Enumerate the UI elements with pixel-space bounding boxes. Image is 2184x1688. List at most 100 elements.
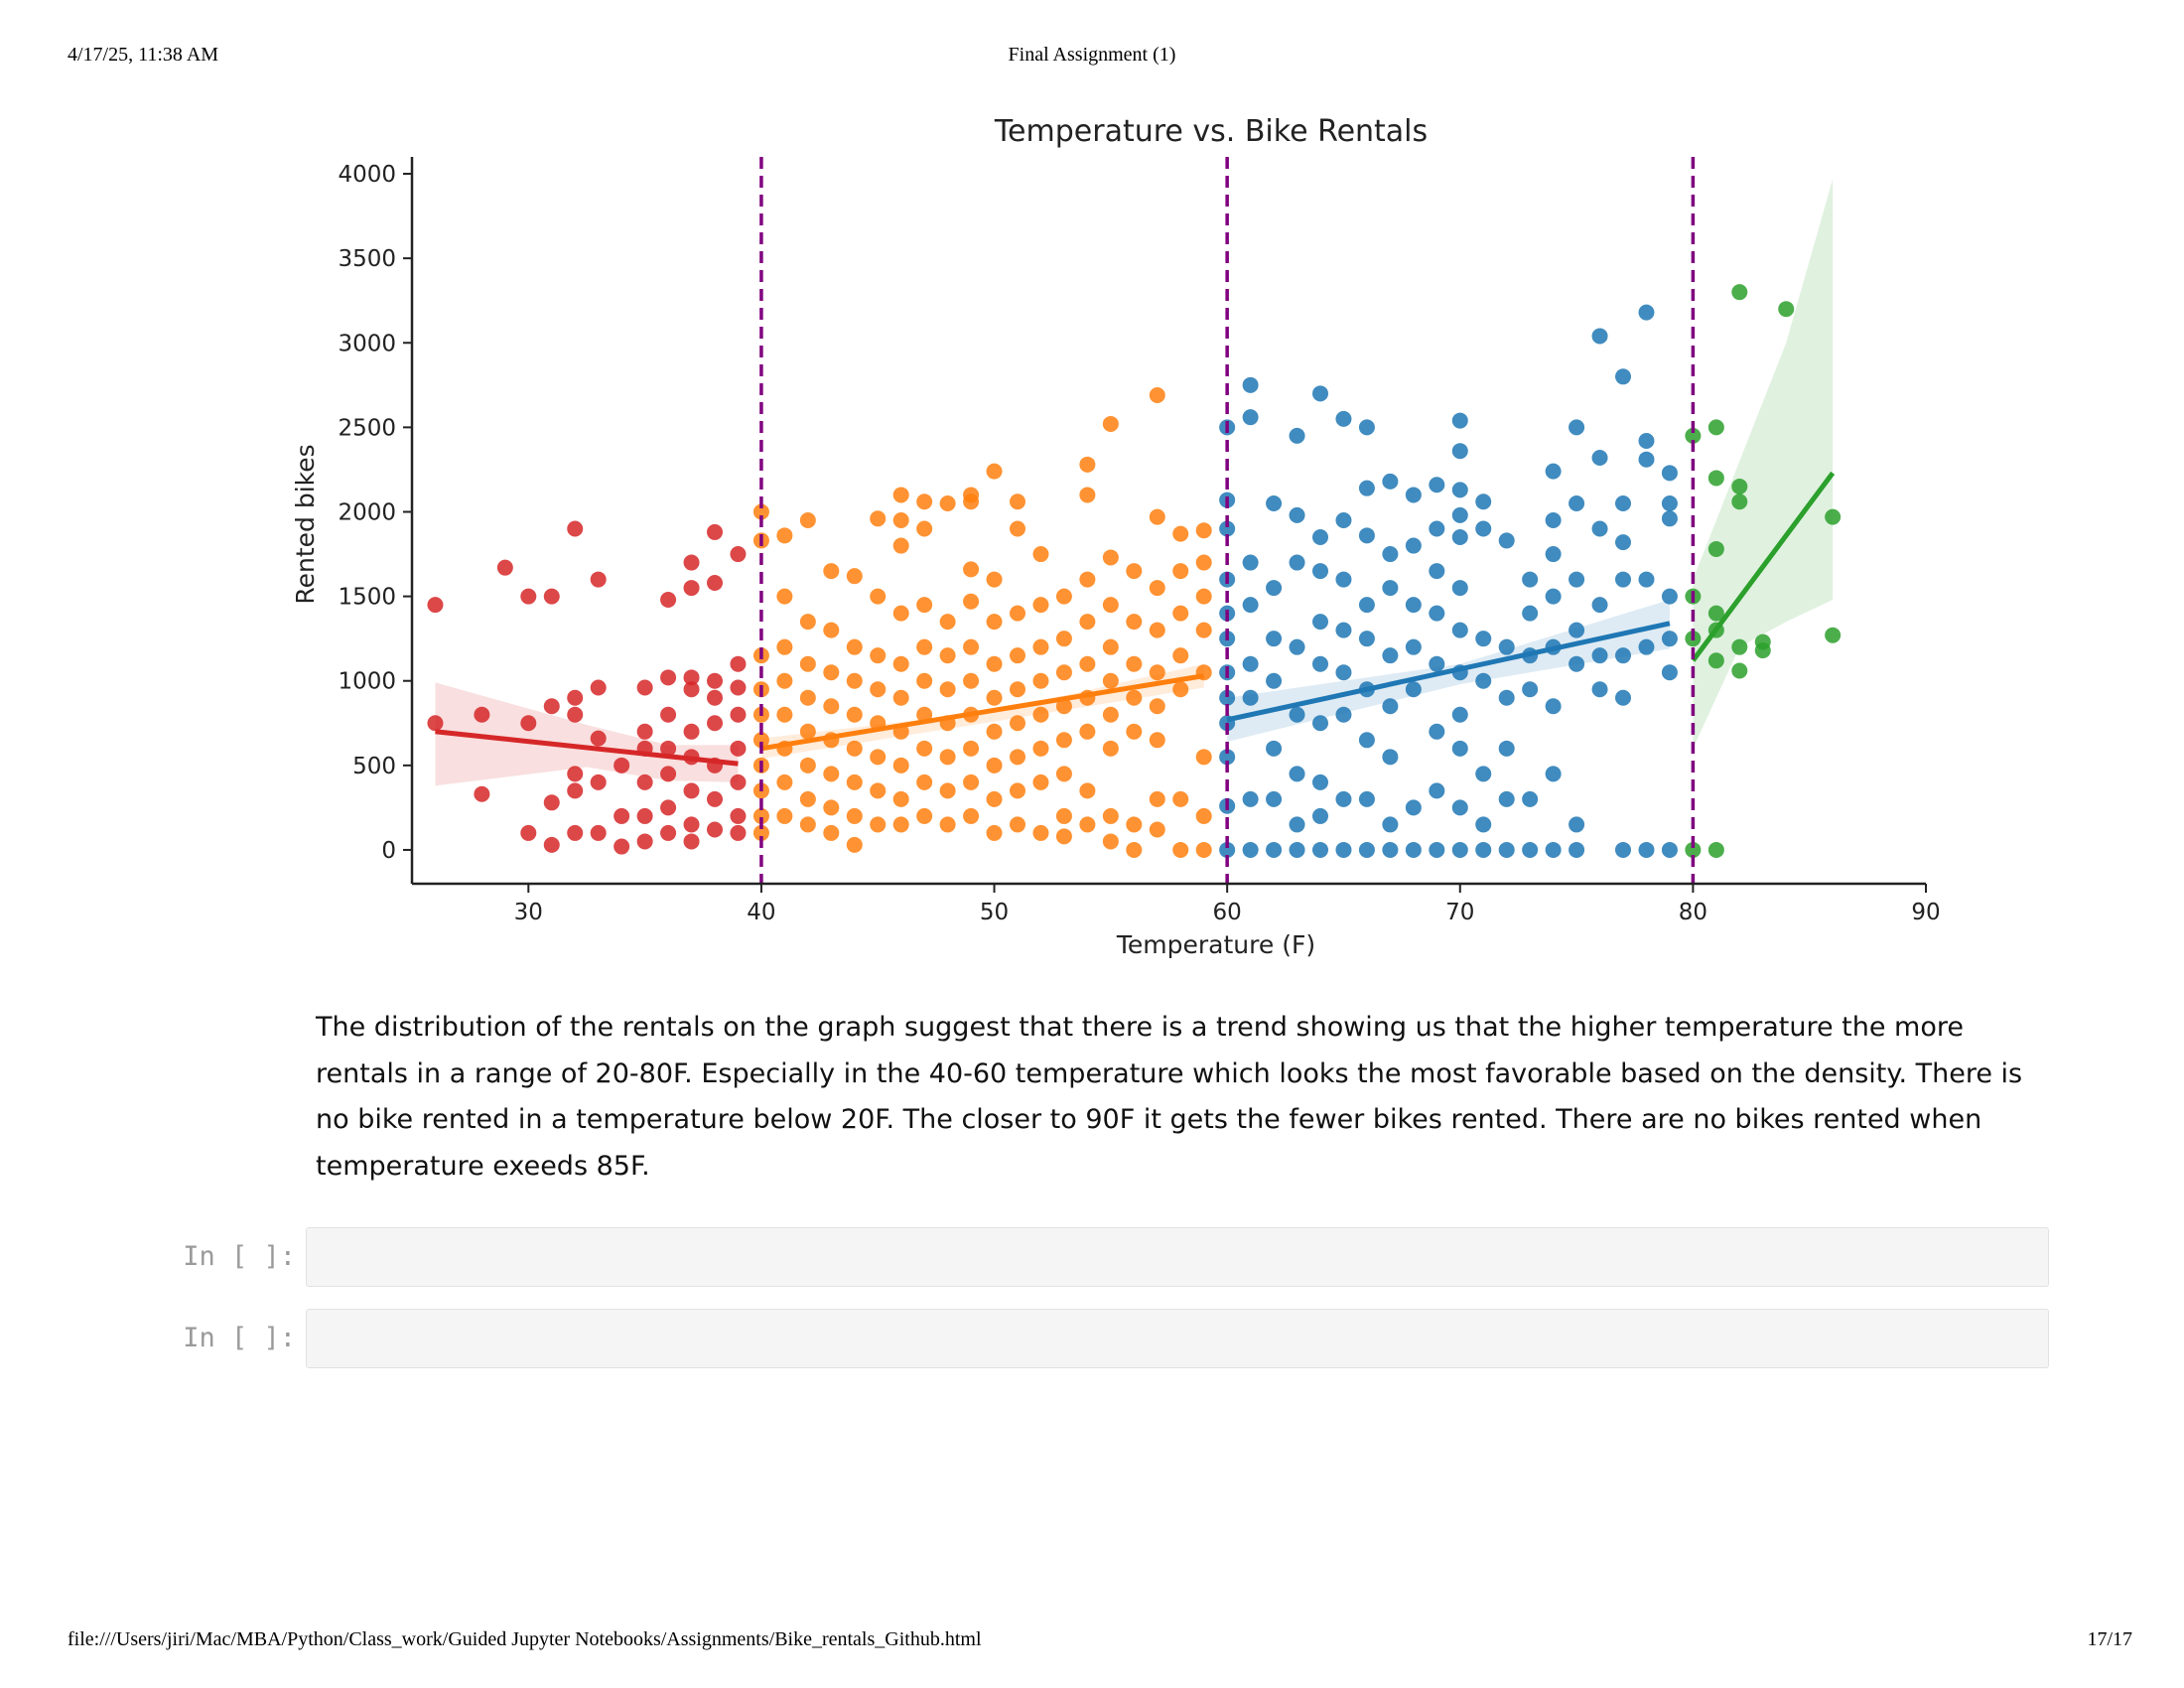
data-point [1591, 328, 1608, 345]
data-point [1498, 841, 1515, 858]
data-point [892, 757, 909, 774]
data-point [1569, 841, 1585, 858]
data-point [1451, 412, 1468, 429]
data-point [1149, 698, 1165, 715]
data-point [1731, 478, 1748, 494]
data-point [799, 689, 816, 706]
data-point [846, 740, 863, 757]
data-point [1451, 799, 1468, 816]
data-point [1219, 520, 1236, 537]
data-point [1032, 546, 1049, 563]
y-axis-label: Rented bikes [291, 444, 320, 604]
data-point [1010, 520, 1025, 537]
data-point [1079, 571, 1096, 588]
data-point [1707, 605, 1724, 622]
data-point [1266, 631, 1283, 647]
data-point [799, 790, 816, 807]
data-point [1358, 841, 1375, 858]
data-point [1451, 482, 1468, 498]
y-tick-label: 2500 [338, 415, 396, 441]
data-point [1266, 672, 1283, 689]
data-point [1335, 706, 1352, 723]
data-point [939, 782, 956, 799]
y-tick-label: 1500 [338, 585, 396, 611]
data-point [1451, 841, 1468, 858]
data-point [1522, 681, 1539, 698]
data-point [590, 679, 607, 696]
data-point [1638, 638, 1655, 655]
data-point [846, 672, 863, 689]
data-point [496, 559, 513, 576]
code-input[interactable] [306, 1227, 2049, 1287]
data-point [1102, 740, 1119, 757]
data-point [986, 757, 1003, 774]
data-point [963, 561, 980, 578]
data-point [986, 655, 1003, 672]
data-point [1591, 647, 1608, 664]
data-point [1266, 494, 1283, 511]
data-point [1569, 622, 1585, 638]
data-point [1429, 605, 1445, 622]
data-point [1289, 554, 1305, 571]
data-point [1707, 470, 1724, 487]
data-point [870, 510, 887, 527]
code-cell-1: In [ ]: [0, 1227, 2184, 1289]
regression-line [760, 673, 1205, 752]
data-point [1522, 605, 1539, 622]
data-point [1242, 376, 1259, 393]
data-point [1266, 740, 1283, 757]
data-point [1545, 841, 1562, 858]
data-point [776, 588, 793, 605]
data-point [474, 785, 490, 802]
data-point [1032, 597, 1049, 614]
data-point [683, 669, 700, 686]
data-point [1149, 732, 1165, 749]
data-point [1451, 580, 1468, 597]
data-point [1825, 508, 1842, 525]
print-file-path: file:///Users/jiri/Mac/MBA/Python/Class_… [68, 1628, 982, 1650]
data-point [1661, 664, 1678, 681]
data-point [1615, 571, 1631, 588]
confidence-band [760, 663, 1204, 760]
data-point [1405, 841, 1422, 858]
print-document-title: Final Assignment (1) [1008, 44, 1176, 66]
data-point [1242, 409, 1259, 426]
code-input[interactable] [306, 1309, 2049, 1368]
data-point [939, 681, 956, 698]
data-point [1382, 473, 1399, 490]
data-point [427, 597, 444, 614]
data-point [892, 816, 909, 833]
data-point [916, 740, 933, 757]
data-point [916, 597, 933, 614]
data-point [660, 740, 677, 757]
data-point [1707, 841, 1724, 858]
x-tick-label: 70 [1445, 900, 1474, 925]
data-point [1638, 451, 1655, 468]
data-point [1405, 487, 1422, 503]
data-point [1522, 790, 1539, 807]
data-point [636, 723, 653, 740]
data-point [1102, 672, 1119, 689]
data-point [1149, 790, 1165, 807]
data-point [1545, 698, 1562, 715]
data-point [683, 580, 700, 597]
data-point [752, 732, 769, 749]
data-point [1102, 638, 1119, 655]
x-axis-label: Temperature (F) [1116, 930, 1315, 959]
data-point [1172, 790, 1189, 807]
data-point [916, 493, 933, 510]
data-point [1149, 580, 1165, 597]
data-point [1615, 647, 1631, 664]
data-point [660, 669, 677, 686]
data-point [1289, 816, 1305, 833]
data-point [1451, 443, 1468, 460]
data-point [892, 487, 909, 503]
data-point [916, 520, 933, 537]
data-point [846, 807, 863, 824]
data-point [1685, 841, 1702, 858]
data-point [707, 790, 723, 807]
data-point [520, 715, 537, 732]
confidence-band [435, 682, 739, 786]
data-point [567, 782, 584, 799]
data-point [823, 698, 840, 715]
